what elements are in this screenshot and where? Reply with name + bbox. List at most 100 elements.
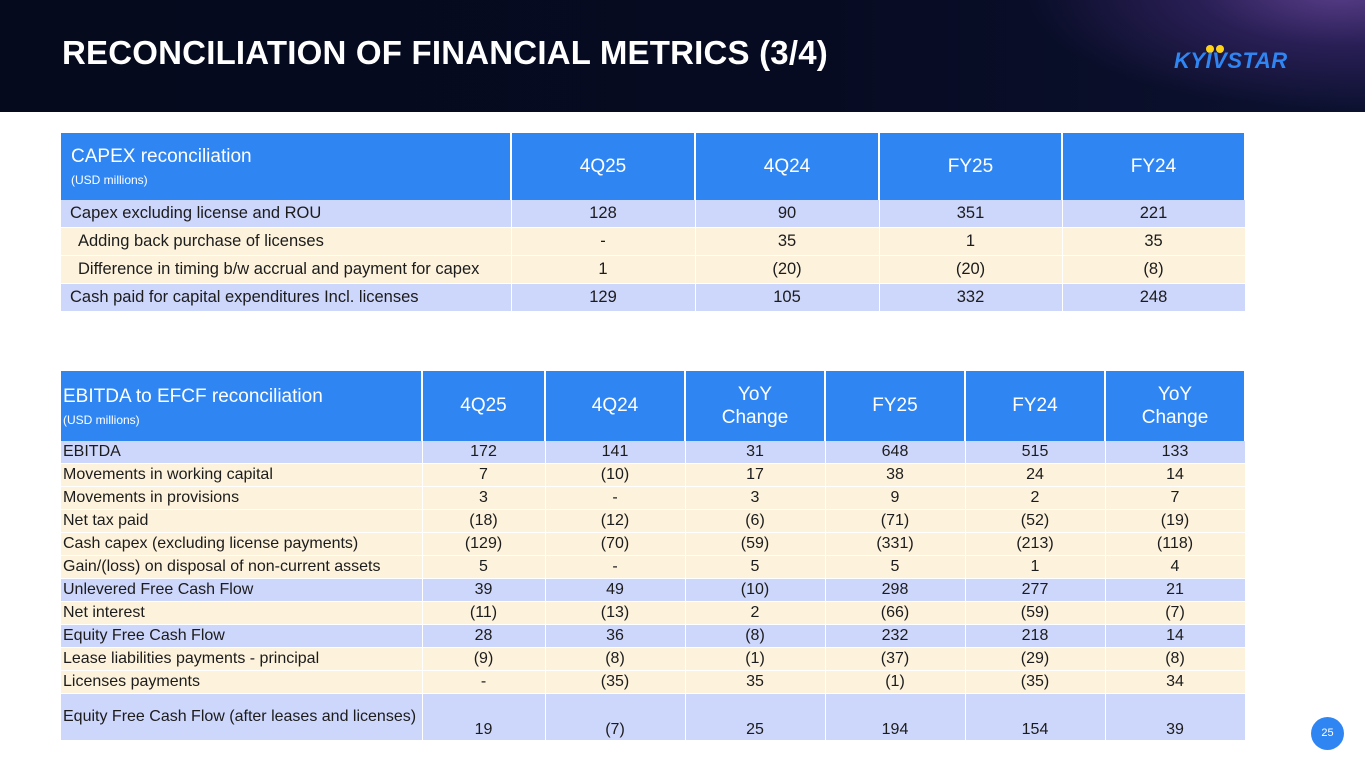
cell-value: 3 bbox=[685, 486, 826, 510]
table-row: Cash paid for capital expenditures Incl.… bbox=[61, 283, 1246, 312]
cell-value: 218 bbox=[965, 624, 1106, 648]
table-row: Capex excluding license and ROU 128 90 3… bbox=[61, 200, 1246, 228]
capex-col-header: 4Q24 bbox=[695, 133, 880, 200]
row-label: Equity Free Cash Flow (after leases and … bbox=[61, 693, 423, 741]
cell-value: 38 bbox=[825, 463, 966, 487]
capex-unit: (USD millions) bbox=[71, 173, 148, 187]
table-row: EBITDA 172 141 31 648 515 133 bbox=[61, 441, 1246, 464]
cell-value: (59) bbox=[685, 532, 826, 556]
cell-value: 5 bbox=[422, 555, 546, 579]
cell-value: (70) bbox=[545, 532, 686, 556]
cell-value: 515 bbox=[965, 441, 1106, 464]
table-row: Unlevered Free Cash Flow 39 49 (10) 298 … bbox=[61, 578, 1246, 602]
cell-value: (1) bbox=[685, 647, 826, 671]
cell-value: (8) bbox=[685, 624, 826, 648]
capex-header-row: CAPEX reconciliation (USD millions) 4Q25… bbox=[61, 133, 1246, 200]
cell-value: (52) bbox=[965, 509, 1106, 533]
row-label: Difference in timing b/w accrual and pay… bbox=[61, 255, 512, 284]
logo-dots-icon bbox=[1206, 40, 1226, 58]
cell-value: 35 bbox=[695, 227, 880, 256]
cell-value: (35) bbox=[545, 670, 686, 694]
cell-value: 172 bbox=[422, 441, 546, 464]
cell-value: (18) bbox=[422, 509, 546, 533]
cell-value: 105 bbox=[695, 283, 880, 312]
cell-value: (6) bbox=[685, 509, 826, 533]
cell-value: (213) bbox=[965, 532, 1106, 556]
table-row: Movements in provisions 3 - 3 9 2 7 bbox=[61, 486, 1246, 510]
cell-value: 34 bbox=[1105, 670, 1246, 694]
cell-value: 90 bbox=[695, 200, 880, 228]
cell-value: - bbox=[422, 670, 546, 694]
ebitda-col-header: YoY Change bbox=[685, 371, 826, 441]
cell-value: (10) bbox=[685, 578, 826, 602]
cell-value: - bbox=[545, 486, 686, 510]
cell-value: 14 bbox=[1105, 463, 1246, 487]
cell-value: (19) bbox=[1105, 509, 1246, 533]
cell-value: 128 bbox=[511, 200, 696, 228]
cell-value: (20) bbox=[879, 255, 1063, 284]
cell-value: 277 bbox=[965, 578, 1106, 602]
cell-value: 17 bbox=[685, 463, 826, 487]
row-label: Movements in working capital bbox=[61, 463, 423, 487]
cell-value: - bbox=[511, 227, 696, 256]
cell-value: 7 bbox=[1105, 486, 1246, 510]
table-row: Cash capex (excluding license payments) … bbox=[61, 532, 1246, 556]
ebitda-title: EBITDA to EFCF reconciliation bbox=[63, 385, 323, 407]
page-number-badge: 25 bbox=[1311, 717, 1344, 750]
cell-value: 21 bbox=[1105, 578, 1246, 602]
row-label: Capex excluding license and ROU bbox=[61, 200, 512, 228]
ebitda-header-row: EBITDA to EFCF reconciliation (USD milli… bbox=[61, 371, 1246, 441]
cell-value: 39 bbox=[1105, 693, 1246, 741]
ebitda-title-cell: EBITDA to EFCF reconciliation (USD milli… bbox=[61, 371, 423, 441]
cell-value: 1 bbox=[879, 227, 1063, 256]
ebitda-col-header: YoY Change bbox=[1105, 371, 1246, 441]
row-label: Cash paid for capital expenditures Incl.… bbox=[61, 283, 512, 312]
table-row: Lease liabilities payments - principal (… bbox=[61, 647, 1246, 671]
capex-title-cell: CAPEX reconciliation (USD millions) bbox=[61, 133, 512, 200]
cell-value: 154 bbox=[965, 693, 1106, 741]
cell-value: (20) bbox=[695, 255, 880, 284]
cell-value: 5 bbox=[825, 555, 966, 579]
logo-wordmark: KYIVSTAR bbox=[1174, 48, 1288, 73]
table-row: Adding back purchase of licenses - 35 1 … bbox=[61, 227, 1246, 256]
ebitda-col-header: FY24 bbox=[965, 371, 1106, 441]
cell-value: 49 bbox=[545, 578, 686, 602]
cell-value: 28 bbox=[422, 624, 546, 648]
cell-value: (37) bbox=[825, 647, 966, 671]
cell-value: - bbox=[545, 555, 686, 579]
row-label: Net interest bbox=[61, 601, 423, 625]
row-label: Gain/(loss) on disposal of non-current a… bbox=[61, 555, 423, 579]
cell-value: 9 bbox=[825, 486, 966, 510]
table-row: Difference in timing b/w accrual and pay… bbox=[61, 255, 1246, 284]
cell-value: 3 bbox=[422, 486, 546, 510]
cell-value: (118) bbox=[1105, 532, 1246, 556]
capex-title: CAPEX reconciliation bbox=[71, 146, 252, 167]
cell-value: 35 bbox=[685, 670, 826, 694]
cell-value: 298 bbox=[825, 578, 966, 602]
cell-value: 133 bbox=[1105, 441, 1246, 464]
row-label: Adding back purchase of licenses bbox=[61, 227, 512, 256]
table-row: Equity Free Cash Flow (after leases and … bbox=[61, 693, 1246, 741]
cell-value: 39 bbox=[422, 578, 546, 602]
cell-value: (10) bbox=[545, 463, 686, 487]
cell-value: (66) bbox=[825, 601, 966, 625]
cell-value: 1 bbox=[511, 255, 696, 284]
cell-value: 129 bbox=[511, 283, 696, 312]
cell-value: (1) bbox=[825, 670, 966, 694]
cell-value: 35 bbox=[1062, 227, 1246, 256]
cell-value: (331) bbox=[825, 532, 966, 556]
ebitda-unit: (USD millions) bbox=[63, 412, 140, 427]
cell-value: 351 bbox=[879, 200, 1063, 228]
cell-value: 19 bbox=[422, 693, 546, 741]
row-label: Licenses payments bbox=[61, 670, 423, 694]
kyivstar-logo: KYIVSTAR bbox=[1174, 38, 1304, 74]
table-row: Net tax paid (18) (12) (6) (71) (52) (19… bbox=[61, 509, 1246, 533]
cell-value: 36 bbox=[545, 624, 686, 648]
cell-value: 194 bbox=[825, 693, 966, 741]
capex-col-header: 4Q25 bbox=[511, 133, 696, 200]
cell-value: (29) bbox=[965, 647, 1106, 671]
cell-value: (13) bbox=[545, 601, 686, 625]
cell-value: 5 bbox=[685, 555, 826, 579]
header-banner: RECONCILIATION OF FINANCIAL METRICS (3/4… bbox=[0, 0, 1365, 112]
cell-value: (35) bbox=[965, 670, 1106, 694]
